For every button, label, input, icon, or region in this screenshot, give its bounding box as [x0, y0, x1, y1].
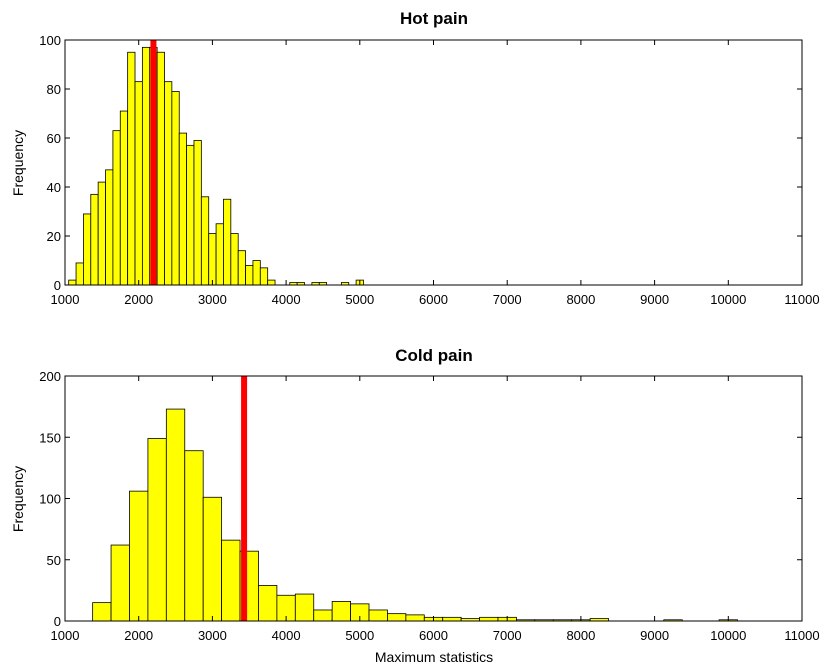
histogram-bar: [75, 262, 84, 286]
x-tick-label: 8000: [566, 628, 595, 643]
x-tick-label: 7000: [493, 292, 522, 307]
histogram-bar: [68, 279, 77, 286]
y-tick-label: 100: [39, 492, 61, 507]
histogram-bar: [313, 609, 333, 622]
histogram-bar: [259, 267, 269, 286]
x-tick-label: 1000: [51, 292, 80, 307]
y-tick-label: 100: [39, 33, 61, 48]
histogram-bar: [141, 46, 151, 286]
histogram-bar: [331, 601, 351, 622]
x-tick-label: 5000: [345, 628, 374, 643]
histogram-bar: [147, 438, 167, 622]
histogram-bar: [230, 233, 239, 286]
histogram-bar: [442, 616, 462, 622]
ticks: 1000 2000 3000 4000 5000 6000 7000 8000 9000 1000…: [39, 369, 819, 643]
histogram-bar: [127, 51, 136, 286]
histogram-bar: [294, 593, 315, 622]
histogram-bar: [221, 539, 241, 622]
histogram-bar: [97, 181, 106, 286]
histogram-bar: [110, 544, 130, 622]
x-tick-label: 4000: [272, 292, 301, 307]
histogram-bar: [105, 169, 114, 286]
histogram-bar: [387, 613, 407, 622]
x-tick-label: 10000: [710, 292, 746, 307]
x-tick-label: 6000: [419, 628, 448, 643]
x-tick-label: 2000: [124, 628, 153, 643]
x-tick-label: 9000: [640, 628, 669, 643]
x-axis-label: Maximum statistics: [375, 649, 493, 665]
chart-title: Cold pain: [395, 346, 472, 365]
x-tick-label: 2000: [124, 292, 153, 307]
ticks: 1000 2000 3000 4000 5000 6000 7000 8000 9000 1000…: [39, 33, 819, 307]
y-tick-label: 20: [47, 229, 61, 244]
histogram-bar: [184, 450, 204, 622]
histogram-bar: [252, 260, 261, 286]
histogram-bar: [90, 193, 99, 286]
x-tick-label: 3000: [198, 292, 227, 307]
y-tick-label: 40: [47, 180, 61, 195]
histogram-bar: [92, 602, 112, 622]
y-axis-label: Frequency: [10, 466, 26, 532]
histogram-bar: [165, 408, 186, 622]
x-tick-label: 10000: [710, 628, 746, 643]
x-tick-label: 11000: [784, 292, 819, 307]
x-tick-label: 7000: [493, 628, 522, 643]
histogram-bar: [405, 614, 425, 622]
histogram-bar: [134, 81, 143, 286]
x-tick-label: 8000: [566, 292, 595, 307]
histogram-bar: [186, 144, 195, 286]
histogram-bar: [258, 585, 278, 622]
histogram-bar: [200, 196, 210, 286]
y-tick-label: 200: [39, 369, 61, 384]
histogram-bar: [368, 609, 388, 622]
cold-pain-chart: Cold pain Frequency Maximum statistics 1…: [10, 346, 820, 665]
y-axis-label: Frequency: [10, 130, 26, 196]
histogram-bar: [245, 264, 254, 286]
x-tick-label: 3000: [198, 628, 227, 643]
histogram-bar: [83, 213, 92, 286]
histogram-bar: [267, 279, 276, 286]
y-tick-label: 150: [39, 430, 61, 445]
histogram-bar: [237, 250, 246, 286]
y-tick-label: 50: [47, 553, 61, 568]
y-tick-label: 80: [47, 82, 61, 97]
x-tick-label: 6000: [419, 292, 448, 307]
histogram-bar: [178, 132, 188, 286]
histogram-bar: [479, 616, 499, 622]
y-tick-label: 0: [54, 278, 61, 293]
histogram-bar: [112, 130, 121, 286]
histogram-bar: [171, 91, 180, 286]
histogram-bar: [156, 51, 165, 286]
y-tick-label: 0: [54, 614, 61, 629]
histogram-bar: [208, 233, 217, 286]
x-tick-label: 4000: [272, 628, 301, 643]
histogram-bar: [202, 496, 223, 622]
histogram-bar: [119, 110, 129, 286]
x-tick-label: 11000: [784, 628, 819, 643]
x-tick-label: 9000: [640, 292, 669, 307]
hot-pain-chart: Hot pain Frequency 1000 2000 3000 4000 5000 6…: [10, 9, 820, 307]
histogram-bar: [193, 140, 202, 286]
y-tick-label: 60: [47, 131, 61, 146]
histogram-bar: [129, 490, 149, 622]
histogram-bar: [215, 223, 224, 286]
histogram-bar: [164, 81, 173, 286]
x-tick-label: 1000: [51, 628, 80, 643]
histogram-bar: [223, 198, 232, 286]
x-tick-label: 5000: [345, 292, 374, 307]
chart-title: Hot pain: [400, 9, 468, 28]
bar-group: [92, 408, 738, 622]
